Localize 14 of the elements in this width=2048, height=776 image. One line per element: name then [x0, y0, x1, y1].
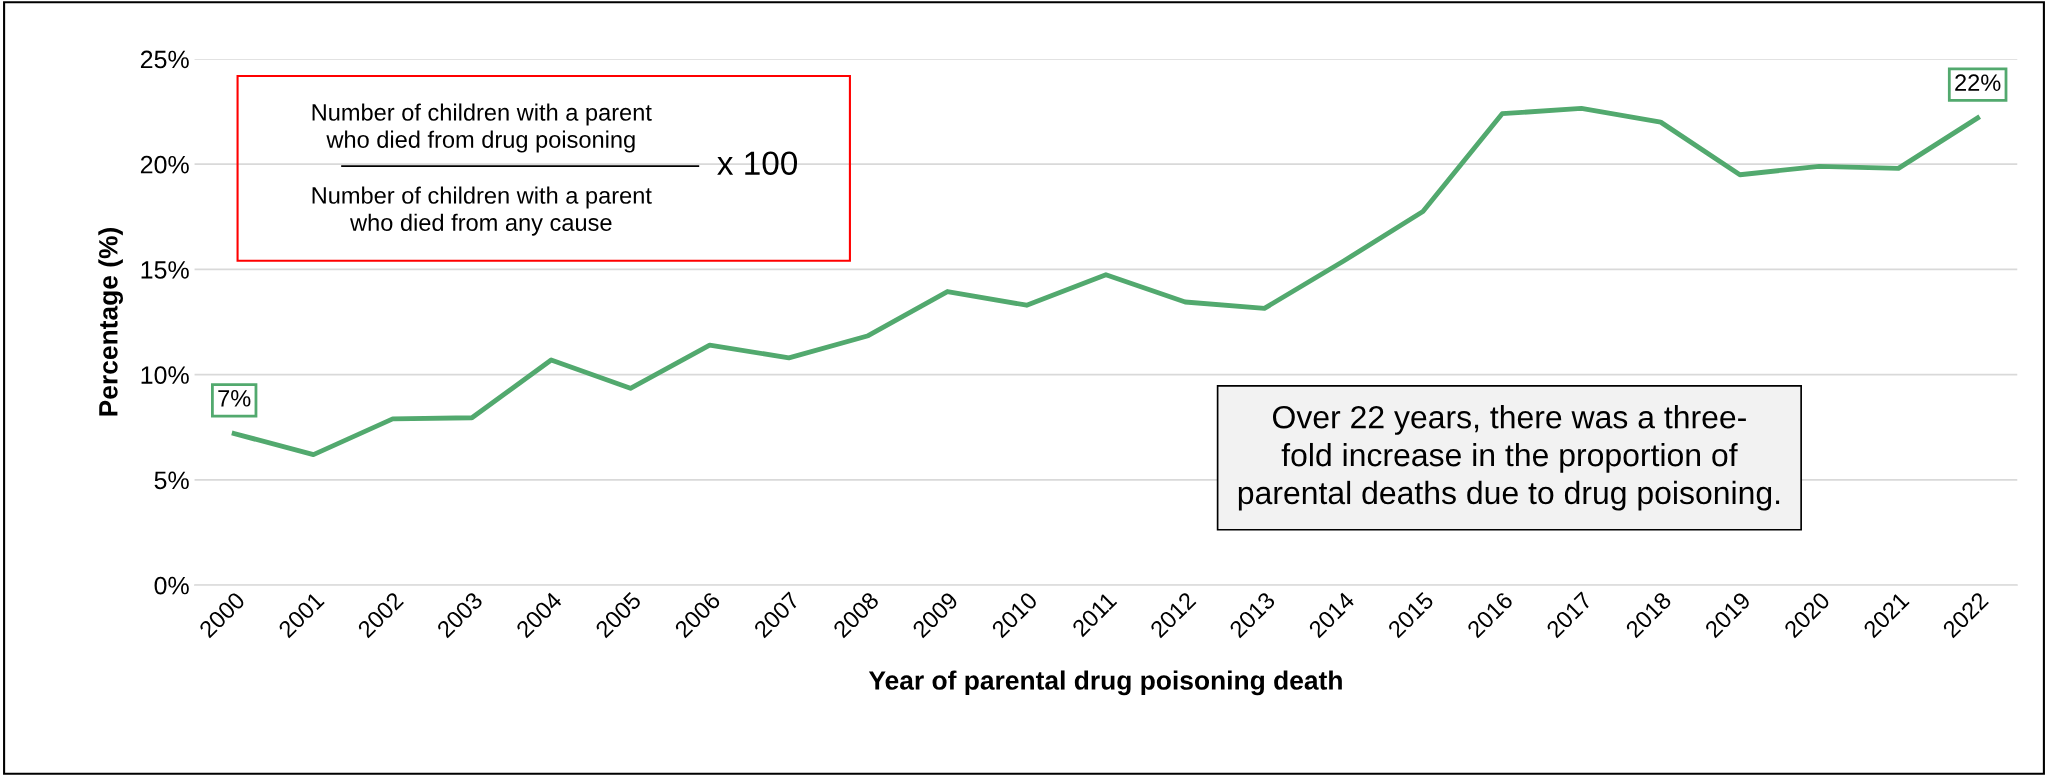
annotation: x 100 — [717, 151, 798, 176]
y-tick-label: 15% — [141, 261, 189, 279]
y-tick-label: 20% — [140, 155, 189, 174]
y-tick-label: 25% — [140, 50, 189, 69]
x-axis-title: Year of parental drug poisoning death — [868, 670, 1342, 696]
y-axis-title: Percentage (%) — [98, 228, 123, 416]
y-tick-label: 5% — [154, 471, 189, 490]
data-label: 7% — [218, 390, 251, 407]
annotation: Over 22 years, there was a three- fold increase in the proportion of parental deaths due to drug poisoning. — [1238, 405, 1780, 511]
annotation: Number of children with a parent who died from drug poisoning — [312, 103, 652, 153]
annotation: Number of children with a parent who died from any cause — [312, 186, 652, 236]
data-label: 22% — [1955, 74, 2001, 91]
y-tick-label: 0% — [154, 576, 189, 595]
y-tick-label: 10% — [141, 366, 189, 384]
